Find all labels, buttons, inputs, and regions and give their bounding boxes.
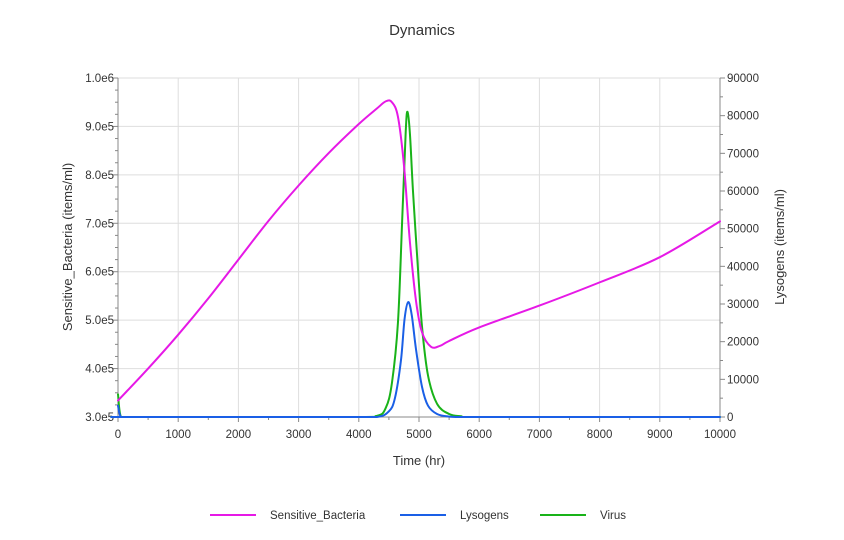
legend-label: Lysogens [460, 510, 509, 522]
x-tick-label: 9000 [647, 429, 673, 441]
chart-title: Dynamics [389, 22, 455, 39]
y-left-tick-label: 8.0e5 [85, 170, 114, 182]
x-tick-label: 0 [115, 429, 121, 441]
y-left-tick-label: 1.0e6 [85, 73, 114, 85]
x-tick-label: 3000 [286, 429, 312, 441]
x-tick-label: 2000 [226, 429, 252, 441]
series-line-lysogens [110, 301, 721, 419]
x-tick-label: 10000 [704, 429, 736, 441]
y-axis-right-label: Lysogens (items/ml) [772, 189, 787, 305]
legend: Sensitive_Bacteria Lysogens Virus [210, 510, 626, 522]
y-right-tick-label: 80000 [727, 111, 759, 123]
legend-item-lysogens: Lysogens [400, 510, 509, 522]
y-right-tick-label: 90000 [727, 73, 759, 85]
y-right-tick-label: 50000 [727, 224, 759, 236]
y-left-tick-label: 9.0e5 [85, 121, 114, 133]
axes-layer: 0 1000 2000 3000 4000 5000 6000 7000 8000 9000 100… [85, 73, 759, 441]
y-left-tick-label: 6.0e5 [85, 267, 114, 279]
y-left-tick-label: 7.0e5 [85, 218, 114, 230]
x-tick-label: 5000 [406, 429, 432, 441]
legend-item-virus: Virus [540, 510, 626, 522]
x-tick-label: 6000 [466, 429, 492, 441]
y-left-tick-label: 3.0e5 [85, 412, 114, 424]
y-left-tick-label: 4.0e5 [85, 364, 114, 376]
legend-label: Sensitive_Bacteria [270, 510, 366, 522]
y-axis-left-label: Sensitive_Bacteria (items/ml) [60, 163, 75, 331]
series-layer [110, 99, 721, 419]
x-tick-label: 4000 [346, 429, 372, 441]
y-right-tick-label: 40000 [727, 261, 759, 273]
y-right-tick-label: 20000 [727, 337, 759, 349]
legend-label: Virus [600, 510, 626, 522]
legend-item-sensitive-bacteria: Sensitive_Bacteria [210, 510, 366, 522]
y-right-tick-label: 10000 [727, 374, 759, 386]
series-line-sensitive-bacteria [117, 99, 721, 402]
y-right-tick-label: 30000 [727, 299, 759, 311]
y-right-tick-label: 70000 [727, 148, 759, 160]
x-tick-label: 7000 [527, 429, 553, 441]
y-left-tick-label: 5.0e5 [85, 315, 114, 327]
x-axis-label: Time (hr) [393, 453, 445, 468]
y-right-tick-label: 60000 [727, 186, 759, 198]
grid-layer [117, 77, 721, 418]
y-right-tick-label: 0 [727, 412, 733, 424]
labels-layer: Dynamics Time (hr) Sensitive_Bacteria (i… [60, 22, 787, 468]
x-tick-label: 1000 [165, 429, 191, 441]
x-tick-label: 8000 [587, 429, 613, 441]
